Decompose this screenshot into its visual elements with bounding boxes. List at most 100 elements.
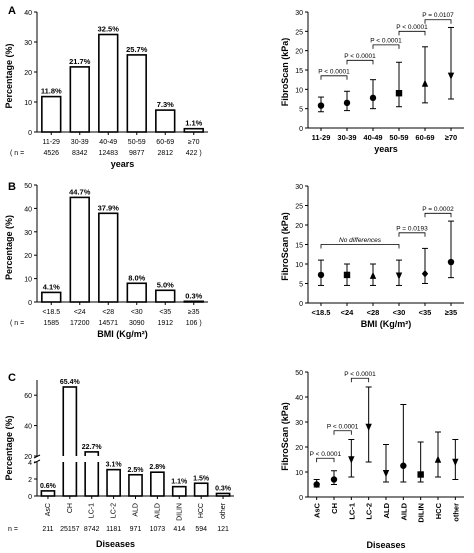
bar-value-label: 37.9% (98, 203, 120, 212)
y-tick-label: 2 (28, 477, 32, 484)
bar-value-label: 0.3% (215, 485, 232, 492)
median-marker (348, 456, 355, 464)
y-tick-label: 40 (295, 395, 303, 402)
n-value: 422 ) (186, 150, 202, 157)
significance-label: P < 0.0001 (327, 423, 359, 430)
y-tick-label: 50 (295, 370, 303, 377)
x-tick-label: ≥70 (188, 139, 200, 146)
n-value: 17200 (70, 320, 90, 327)
n-label: n = (8, 526, 18, 533)
n-value: 971 (130, 526, 142, 533)
panel-C-right: 0 10 20 30 40 50 FibroScan (kPa) AsC CH LC-1 LC-2 A… (280, 370, 464, 550)
n-value: 4526 (43, 150, 59, 157)
y-axis-label: Percentage (%) (4, 43, 14, 108)
x-tick-label: 60-69 (415, 133, 434, 142)
y-tick-label: 4 (28, 460, 32, 467)
x-tick-label: LC-1 (89, 503, 96, 518)
y-tick-label: 30 (295, 420, 303, 427)
n-value: 8742 (84, 526, 100, 533)
bar-value-label: 11.8% (41, 87, 62, 96)
x-tick-label: LC-2 (365, 503, 374, 520)
bar-value-label: 7.3% (157, 100, 174, 109)
y-axis-label: FibroScan (kPa) (280, 212, 290, 281)
significance-label: P < 0.0001 (344, 371, 376, 378)
x-tick-label: 11-29 (43, 139, 60, 146)
y-axis-label: FibroScan (kPa) (280, 38, 290, 107)
axis-break-mark (33, 454, 41, 459)
panel-A-left: A 0 10 20 30 40 Percentage (%) 11.8% 11-29 4526 21… (4, 5, 208, 169)
x-tick-label: CH (67, 503, 74, 513)
x-tick-label: 50-59 (389, 133, 408, 142)
x-tick-label: <18.5 (42, 309, 60, 316)
y-tick-label: 0 (28, 130, 32, 137)
n-label: ( n = (10, 320, 24, 327)
bar-value-label: 0.3% (185, 291, 202, 300)
n-value: 594 (195, 526, 207, 533)
x-tick-label: 50-59 (128, 139, 146, 146)
significance-label: P = 0.0193 (396, 225, 428, 232)
y-tick-label: 10 (24, 277, 32, 284)
median-marker (421, 270, 429, 278)
x-tick-label: AsC (313, 502, 322, 518)
x-tick-label: <30 (131, 309, 143, 316)
significance-label: P < 0.0001 (318, 68, 350, 75)
x-tick-label: 30-39 (71, 139, 89, 146)
bar (126, 282, 147, 303)
significance-bracket (424, 212, 452, 218)
bar-value-label: 1.5% (193, 475, 210, 482)
bar (126, 54, 147, 133)
significance-label: No differences (339, 237, 382, 244)
y-tick-label: 0 (28, 494, 32, 501)
bar (193, 482, 209, 497)
bar-value-label: 0.6% (40, 483, 57, 490)
panel-B-left: B 0 10 20 30 40 50 Percentage (%) 4.1% <18.5 1585 4… (4, 181, 208, 339)
y-tick-label: 30 (24, 230, 32, 237)
axis-break-mark (33, 459, 41, 464)
significance-bracket (350, 377, 370, 383)
bar-value-label: 1.1% (185, 119, 202, 128)
bar-value-label: 4.1% (43, 282, 60, 291)
n-value: 2812 (157, 150, 173, 157)
x-tick-label: 60-69 (156, 139, 174, 146)
bar (69, 66, 90, 133)
n-value: 9877 (129, 150, 145, 157)
bar (171, 485, 187, 497)
median-marker (313, 481, 320, 488)
y-tick-label: 5 (299, 282, 303, 289)
median-marker (330, 476, 338, 483)
y-axis-label: FibroScan (kPa) (280, 402, 290, 471)
x-tick-label: other (451, 503, 460, 522)
median-marker (365, 423, 372, 431)
significance-label: P < 0.0001 (310, 451, 342, 458)
n-value: 211 (42, 526, 53, 533)
y-tick-label: 40 (24, 424, 32, 431)
significance-bracket (372, 44, 400, 49)
x-tick-label: ALD (133, 503, 140, 517)
x-axis-label: BMI (Kg/m²) (97, 329, 148, 339)
y-tick-label: 25 (295, 204, 303, 211)
n-value: 3090 (129, 320, 145, 327)
x-tick-label: LC-1 (347, 503, 356, 520)
median-marker (382, 470, 390, 478)
x-tick-label: <35 (159, 309, 171, 316)
median-marker (343, 99, 351, 107)
bar-value-label: 8.0% (128, 273, 145, 282)
n-value: 25157 (60, 526, 80, 533)
x-tick-label: ALD (382, 502, 391, 518)
y-tick-label: 15 (295, 68, 303, 75)
y-tick-label: 0 (28, 300, 32, 307)
significance-label: P = 0.0107 (422, 12, 454, 19)
y-tick-label: 20 (24, 454, 32, 461)
bar (155, 109, 176, 133)
x-tick-label: ≥35 (445, 308, 457, 317)
median-marker (447, 258, 455, 266)
y-tick-label: 0 (299, 126, 303, 133)
median-marker (400, 462, 407, 469)
median-marker (317, 102, 325, 109)
median-marker (447, 72, 455, 80)
bar (98, 212, 119, 303)
x-axis-label: BMI (Kg/m²) (361, 319, 412, 329)
y-tick-label: 20 (24, 253, 32, 260)
x-tick-label: 40-49 (363, 133, 382, 142)
x-axis-label: Diseases (366, 540, 405, 550)
